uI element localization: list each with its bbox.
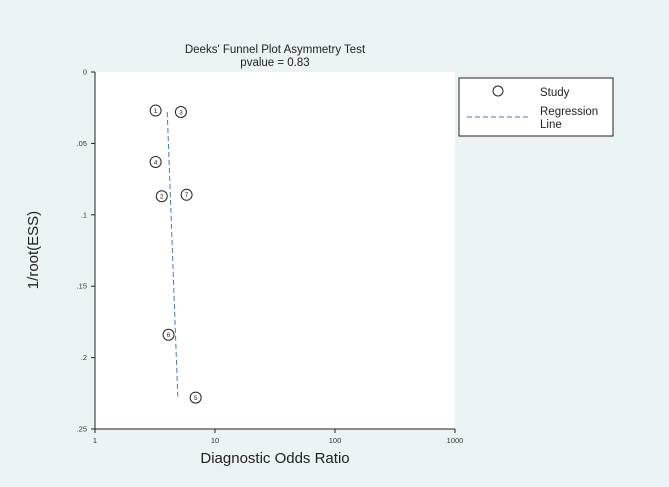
legend-study-label: Study [540,87,570,99]
x-tick-label: 10 [211,436,219,445]
legend-regression-label-line1: Regression [540,106,598,118]
legend-study-marker [492,85,504,97]
y-tick-label: .25 [77,425,87,434]
study-point-marker [149,104,162,117]
study-point-label: 1 [154,108,158,115]
x-axis-title: Diagnostic Odds Ratio [200,450,349,467]
study-point: 1 [149,104,162,117]
study-point-marker [174,105,187,118]
y-tick-label: .05 [77,139,87,148]
study-point: 7 [180,188,193,201]
legend-regression-label-line2: Line [540,119,562,131]
chart-subtitle: pvalue = 0.83 [240,57,309,69]
legend-box [458,77,614,137]
study-point-label: 6 [167,332,171,339]
study-points: 1 3 4 7 2 6 5 [149,104,202,404]
legend: Study Regression Line [458,77,614,137]
y-axis-ticks: 0 .05 .1 .15 .2 .25 [77,68,95,434]
y-tick-label: 0 [83,68,87,77]
study-point: 5 [189,391,202,404]
chart-title: Deeks' Funnel Plot Asymmetry Test [185,44,366,56]
x-axis-ticks: 1 10 100 1000 [93,429,463,445]
study-point-label: 3 [179,109,183,116]
plot-area [95,72,455,429]
study-point: 2 [155,190,168,203]
study-point: 3 [174,105,187,118]
y-tick-label: .2 [81,353,87,362]
x-tick-label: 1 [93,436,97,445]
study-point-label: 7 [185,192,189,199]
y-axis-title: 1/root(ESS) [25,211,42,289]
study-point-label: 5 [194,395,198,402]
x-tick-label: 1000 [447,436,464,445]
study-point-marker [162,328,175,341]
study-point-marker [155,190,168,203]
study-point-marker [189,391,202,404]
study-point-marker [149,155,162,168]
x-tick-label: 100 [329,436,342,445]
legend-regression-label: Regression Line [540,106,601,131]
study-point: 4 [149,155,162,168]
y-tick-label: .1 [81,210,87,219]
study-point-marker [180,188,193,201]
study-point-label: 2 [160,194,164,201]
study-point-label: 4 [154,159,158,166]
study-point: 6 [162,328,175,341]
y-tick-label: .15 [77,282,87,291]
